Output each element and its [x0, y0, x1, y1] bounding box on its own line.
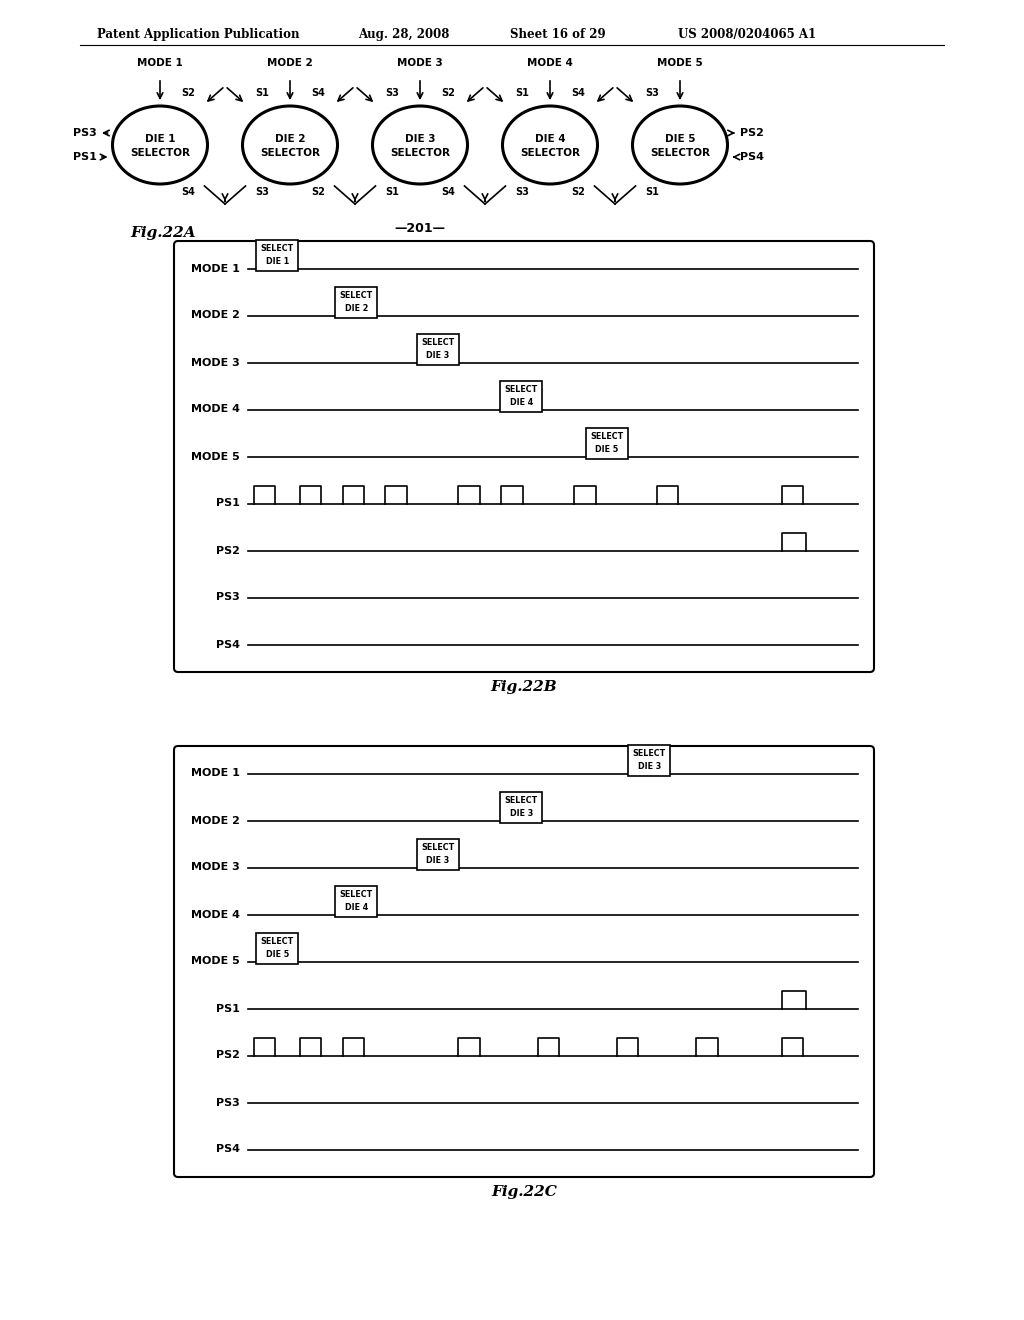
Ellipse shape [373, 106, 468, 183]
Text: PS4: PS4 [740, 152, 764, 162]
Text: SELECT: SELECT [421, 843, 455, 853]
Text: SELECT: SELECT [590, 433, 624, 441]
Text: SELECTOR: SELECTOR [650, 148, 710, 158]
FancyBboxPatch shape [417, 334, 459, 364]
Text: Fig.22A: Fig.22A [130, 226, 196, 240]
Text: S1: S1 [385, 187, 399, 197]
Text: S4: S4 [311, 88, 325, 98]
Text: PS1: PS1 [216, 499, 240, 508]
Text: SELECTOR: SELECTOR [130, 148, 190, 158]
Text: PS4: PS4 [216, 639, 240, 649]
Text: US 2008/0204065 A1: US 2008/0204065 A1 [678, 28, 816, 41]
Text: DIE 4: DIE 4 [510, 399, 532, 408]
Text: SELECT: SELECT [340, 891, 373, 899]
Text: S3: S3 [385, 88, 399, 98]
Text: DIE 2: DIE 2 [345, 305, 369, 313]
Text: SELECT: SELECT [260, 937, 294, 946]
Text: MODE 2: MODE 2 [267, 58, 313, 69]
Text: PS2: PS2 [740, 128, 764, 139]
Text: S4: S4 [181, 187, 195, 197]
Text: S3: S3 [645, 88, 658, 98]
Ellipse shape [243, 106, 338, 183]
Text: SELECT: SELECT [633, 750, 666, 759]
FancyBboxPatch shape [417, 838, 459, 870]
Text: MODE 1: MODE 1 [137, 58, 183, 69]
Text: MODE 5: MODE 5 [191, 957, 240, 966]
Text: Aug. 28, 2008: Aug. 28, 2008 [358, 28, 450, 41]
Text: Patent Application Publication: Patent Application Publication [97, 28, 299, 41]
Text: S3: S3 [515, 187, 529, 197]
Text: SELECTOR: SELECTOR [390, 148, 450, 158]
FancyBboxPatch shape [629, 744, 671, 776]
Text: S1: S1 [255, 88, 269, 98]
Text: MODE 2: MODE 2 [191, 310, 240, 321]
Text: DIE 3: DIE 3 [510, 809, 532, 818]
Ellipse shape [633, 106, 727, 183]
FancyBboxPatch shape [336, 286, 378, 318]
FancyBboxPatch shape [586, 428, 628, 459]
FancyBboxPatch shape [500, 380, 542, 412]
Text: PS2: PS2 [216, 1051, 240, 1060]
Text: PS3: PS3 [74, 128, 97, 139]
FancyBboxPatch shape [336, 886, 378, 917]
Text: Fig.22C: Fig.22C [492, 1185, 557, 1199]
Text: MODE 2: MODE 2 [191, 816, 240, 825]
Text: DIE 5: DIE 5 [665, 135, 695, 144]
Text: PS4: PS4 [216, 1144, 240, 1155]
Text: DIE 1: DIE 1 [144, 135, 175, 144]
Text: S2: S2 [311, 187, 325, 197]
Text: DIE 3: DIE 3 [426, 857, 450, 866]
Text: MODE 3: MODE 3 [397, 58, 442, 69]
Text: DIE 3: DIE 3 [638, 762, 660, 771]
Text: MODE 3: MODE 3 [191, 862, 240, 873]
Text: DIE 4: DIE 4 [345, 903, 368, 912]
FancyBboxPatch shape [174, 746, 874, 1177]
Text: Fig.22B: Fig.22B [490, 680, 557, 694]
Text: S3: S3 [255, 187, 269, 197]
Text: MODE 5: MODE 5 [191, 451, 240, 462]
Text: DIE 2: DIE 2 [274, 135, 305, 144]
Text: PS3: PS3 [216, 593, 240, 602]
Text: PS3: PS3 [216, 1097, 240, 1107]
Text: —201—: —201— [394, 222, 445, 235]
Text: SELECT: SELECT [421, 338, 455, 347]
Text: S2: S2 [441, 88, 455, 98]
Text: S4: S4 [441, 187, 455, 197]
Text: PS1: PS1 [73, 152, 97, 162]
Text: MODE 1: MODE 1 [191, 264, 240, 273]
Text: SELECT: SELECT [340, 292, 373, 301]
FancyBboxPatch shape [500, 792, 542, 822]
FancyBboxPatch shape [256, 240, 298, 271]
Text: PS1: PS1 [216, 1003, 240, 1014]
Text: S1: S1 [515, 88, 529, 98]
Text: MODE 4: MODE 4 [191, 404, 240, 414]
Text: SELECTOR: SELECTOR [520, 148, 580, 158]
Text: SELECTOR: SELECTOR [260, 148, 319, 158]
Text: S4: S4 [571, 88, 585, 98]
Text: DIE 1: DIE 1 [265, 257, 289, 267]
Text: SELECT: SELECT [505, 796, 538, 805]
Text: DIE 3: DIE 3 [426, 351, 450, 360]
Text: S2: S2 [181, 88, 195, 98]
FancyBboxPatch shape [256, 933, 298, 964]
Text: Sheet 16 of 29: Sheet 16 of 29 [510, 28, 605, 41]
Text: MODE 5: MODE 5 [657, 58, 702, 69]
Text: MODE 3: MODE 3 [191, 358, 240, 367]
Text: S1: S1 [645, 187, 658, 197]
Text: MODE 4: MODE 4 [191, 909, 240, 920]
Text: SELECT: SELECT [505, 385, 538, 395]
Text: DIE 5: DIE 5 [595, 445, 618, 454]
Ellipse shape [113, 106, 208, 183]
Text: MODE 1: MODE 1 [191, 768, 240, 779]
Ellipse shape [503, 106, 597, 183]
Text: MODE 4: MODE 4 [527, 58, 573, 69]
FancyBboxPatch shape [174, 242, 874, 672]
Text: S2: S2 [571, 187, 585, 197]
Text: DIE 3: DIE 3 [404, 135, 435, 144]
Text: DIE 5: DIE 5 [265, 950, 289, 960]
Text: PS2: PS2 [216, 545, 240, 556]
Text: SELECT: SELECT [260, 244, 294, 253]
Text: DIE 4: DIE 4 [535, 135, 565, 144]
